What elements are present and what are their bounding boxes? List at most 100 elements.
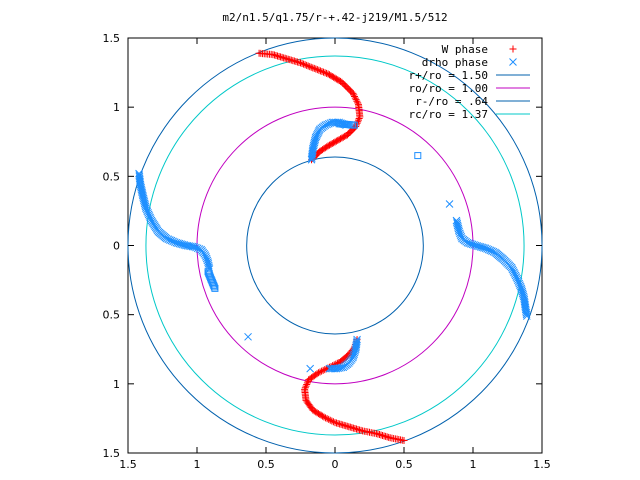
w-phase-point — [298, 60, 306, 68]
w-phase-point — [320, 68, 327, 76]
drho-phase-point — [329, 364, 337, 373]
tick-layer: 1.5 1 0.5 0 0.5 1 1.51.510.500.511.5 — [103, 32, 551, 471]
w-phase-point — [326, 416, 334, 424]
w-phase-point — [301, 61, 309, 69]
y-tick-label: 0 — [113, 240, 120, 253]
w-phase-point — [313, 370, 321, 378]
w-phase-point — [301, 385, 309, 393]
w-phase-point — [356, 113, 364, 121]
y-tick-label: 1 — [113, 101, 120, 114]
drho-phase-point — [452, 218, 461, 227]
w-phase-point — [318, 68, 326, 76]
drho-phase-point — [325, 364, 334, 373]
drho-phase-point — [140, 196, 148, 205]
drho-phase-point — [308, 147, 317, 156]
w-phase-point — [304, 62, 312, 70]
w-phase-point — [325, 415, 333, 423]
drho-phase-point — [187, 242, 195, 251]
w-phase-point — [352, 96, 360, 104]
w-phase-point — [316, 67, 324, 75]
w-phase-point — [321, 69, 329, 77]
w-phase-point — [351, 92, 359, 100]
w-phase-point — [303, 398, 311, 406]
w-phase-point — [312, 65, 320, 73]
w-phase-point — [301, 384, 309, 392]
w-phase-point — [331, 419, 339, 427]
w-phase-point — [323, 69, 331, 77]
drho-phase-point — [310, 138, 319, 147]
w-phase-point — [353, 97, 361, 105]
drho-phase-point — [522, 312, 531, 320]
w-phase-point — [355, 114, 363, 122]
square-point — [414, 152, 422, 160]
square-point — [335, 120, 343, 128]
drho-phase-point — [309, 143, 318, 151]
legend-label: r+/ro = 1.50 — [409, 69, 488, 82]
w-phase-point — [329, 418, 337, 426]
w-phase-point — [303, 381, 311, 389]
w-phase-point — [354, 116, 362, 124]
w-phase-point — [307, 63, 315, 71]
drho-phase-point — [136, 180, 145, 189]
y-tick-label: 1.5 — [103, 32, 121, 45]
w-phase-point — [319, 366, 327, 374]
w-phase-point — [321, 366, 329, 374]
w-phase-point — [328, 417, 336, 425]
x-tick-label: 1 — [470, 458, 477, 471]
x-tick-label: 1 — [194, 458, 201, 471]
drho-phase-point — [310, 140, 318, 148]
legend-label: rc/ro = 1.37 — [409, 108, 488, 121]
drho-phase-point — [454, 223, 462, 231]
radius-circle — [246, 156, 424, 335]
drho-phase-point — [140, 199, 149, 208]
w-phase-point — [322, 414, 330, 422]
drho-phase-point — [137, 183, 145, 192]
drho-phase-point — [139, 193, 148, 201]
drho-phase-point — [327, 364, 336, 373]
drho-phase-point — [453, 221, 462, 230]
w-phase-point — [323, 415, 331, 423]
x-tick-label: 0.5 — [257, 458, 275, 471]
w-phase-point — [315, 66, 323, 74]
drho-phase-point — [519, 292, 528, 301]
legend-label: r-/ro = .64 — [415, 95, 488, 108]
w-phase-point — [316, 368, 324, 376]
x-tick-label: 1.5 — [533, 458, 551, 471]
drho-phase-point — [244, 332, 252, 341]
y-tick-label: 0.5 — [103, 309, 121, 322]
w-phase-point — [350, 91, 358, 99]
y-tick-label: 0.5 — [103, 170, 121, 183]
w-phase-point — [318, 367, 326, 375]
w-phase-point — [351, 94, 359, 102]
drho-phase-point — [309, 144, 317, 153]
w-phase-point — [313, 66, 321, 74]
w-phase-point — [309, 64, 317, 72]
legend-marker — [509, 45, 517, 53]
drho-phase-point — [138, 190, 147, 198]
drho-phase-point — [306, 364, 315, 373]
y-tick-label: 1.5 — [103, 447, 121, 460]
drho-phase-point — [311, 136, 319, 145]
legend-label: ro/ro = 1.00 — [409, 82, 488, 95]
legend-label: W phase — [442, 43, 488, 56]
radius-circle — [145, 55, 525, 436]
drho-phase-point — [137, 185, 146, 194]
w-phase-point — [303, 379, 311, 387]
drho-phase-point — [138, 188, 146, 197]
w-phase-point — [297, 59, 304, 67]
y-tick-label: 1 — [113, 378, 120, 391]
drho-phase-point — [308, 146, 317, 155]
w-phase-point — [310, 64, 318, 72]
drho-phase-point — [136, 179, 145, 187]
point-layer — [135, 49, 531, 445]
x-tick-label: 1.5 — [119, 458, 137, 471]
drho-phase-point — [137, 187, 146, 195]
w-phase-point — [354, 99, 362, 107]
drho-phase-point — [309, 141, 318, 150]
drho-phase-point — [522, 308, 531, 317]
x-tick-label: 0.5 — [395, 458, 413, 471]
drho-phase-point — [453, 219, 462, 228]
square-point — [210, 283, 218, 291]
x-tick-label: 0 — [332, 458, 339, 471]
